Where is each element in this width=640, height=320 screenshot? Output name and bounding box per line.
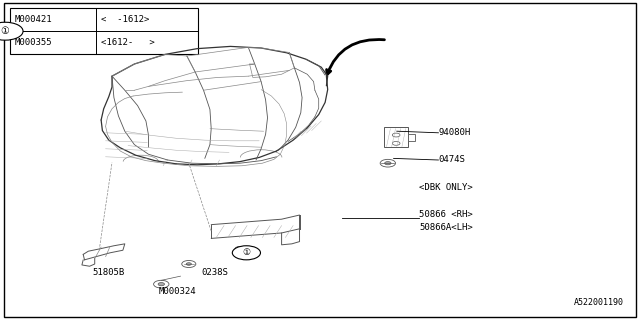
Text: 94080H: 94080H [438, 128, 470, 137]
Text: 51805B: 51805B [93, 268, 125, 277]
Circle shape [385, 162, 391, 165]
FancyBboxPatch shape [384, 127, 408, 147]
Circle shape [235, 246, 245, 252]
Text: A522001190: A522001190 [574, 298, 624, 307]
Text: 0474S: 0474S [438, 156, 465, 164]
Text: 50866 <RH>: 50866 <RH> [419, 210, 473, 219]
Circle shape [154, 280, 169, 288]
Text: 50866A<LH>: 50866A<LH> [419, 223, 473, 232]
Circle shape [392, 141, 400, 145]
Circle shape [182, 260, 196, 268]
Circle shape [186, 263, 191, 265]
Circle shape [232, 246, 260, 260]
Text: <  -1612>: < -1612> [101, 15, 150, 24]
FancyArrowPatch shape [326, 39, 385, 75]
Text: M000355: M000355 [15, 38, 52, 47]
Text: M000421: M000421 [15, 15, 52, 24]
Text: <DBK ONLY>: <DBK ONLY> [419, 183, 473, 192]
Text: 0238S: 0238S [202, 268, 228, 277]
Circle shape [380, 159, 396, 167]
Circle shape [0, 22, 23, 40]
Circle shape [158, 283, 164, 286]
Text: M000324: M000324 [159, 287, 196, 296]
Text: ①: ① [1, 26, 10, 36]
Text: ①: ① [243, 248, 250, 257]
FancyBboxPatch shape [408, 134, 415, 141]
Text: <1612-   >: <1612- > [101, 38, 155, 47]
Circle shape [392, 133, 400, 137]
